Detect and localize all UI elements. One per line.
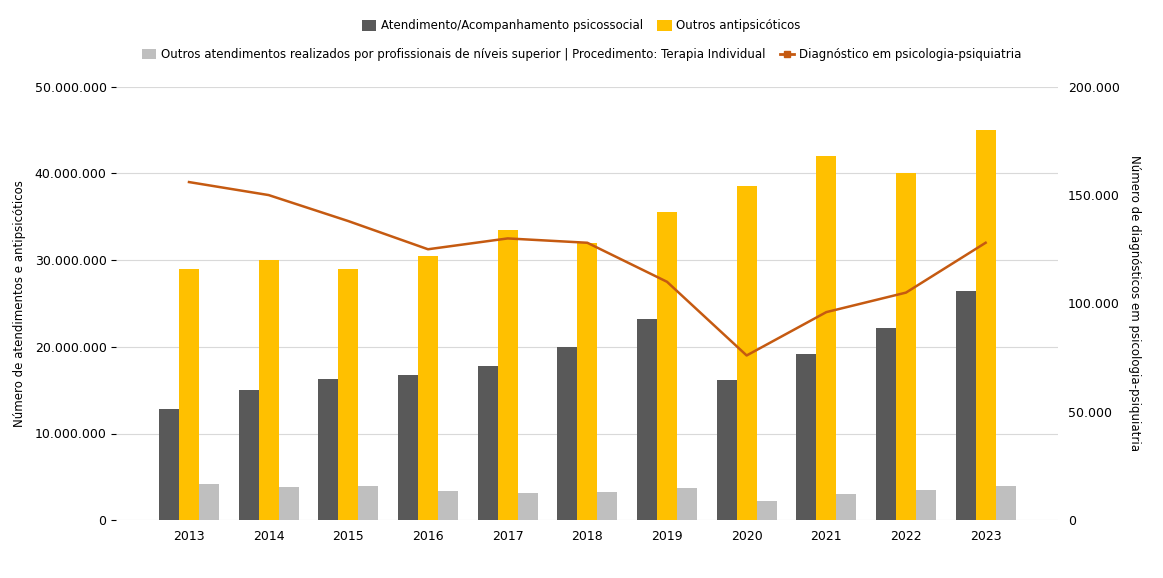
Bar [358, 486, 378, 520]
Bar [956, 291, 976, 520]
Bar [238, 390, 258, 520]
Bar [637, 319, 657, 520]
Bar [179, 269, 199, 520]
Bar [816, 156, 836, 520]
Y-axis label: Número de diagnósticos em psicologia-psiquiatria: Número de diagnósticos em psicologia-psi… [1128, 155, 1141, 451]
Bar [557, 347, 577, 520]
Bar [716, 380, 736, 520]
Bar [438, 491, 458, 520]
Bar [976, 130, 996, 520]
Bar [677, 488, 697, 520]
Bar [518, 494, 537, 520]
Bar [159, 409, 179, 520]
Bar [258, 260, 279, 520]
Bar [757, 501, 777, 520]
Y-axis label: Número de atendimentos e antipsicóticos: Número de atendimentos e antipsicóticos [13, 180, 27, 427]
Bar [797, 354, 816, 520]
Legend: Atendimento/Acompanhamento psicossocial, Outros antipsicóticos: Atendimento/Acompanhamento psicossocial,… [357, 14, 806, 37]
Bar [876, 328, 896, 520]
Bar [598, 492, 618, 520]
Bar [896, 173, 916, 520]
Bar [398, 376, 418, 520]
Legend: Outros atendimentos realizados por profissionais de níveis superior | Procedimen: Outros atendimentos realizados por profi… [137, 43, 1026, 66]
Bar [199, 484, 219, 520]
Bar [577, 243, 598, 520]
Bar [736, 186, 757, 520]
Bar [836, 494, 856, 520]
Bar [657, 212, 677, 520]
Bar [498, 229, 518, 520]
Bar [418, 255, 438, 520]
Bar [279, 487, 299, 520]
Bar [916, 490, 936, 520]
Bar [996, 487, 1015, 520]
Bar [338, 269, 358, 520]
Bar [319, 379, 338, 520]
Bar [478, 366, 498, 520]
